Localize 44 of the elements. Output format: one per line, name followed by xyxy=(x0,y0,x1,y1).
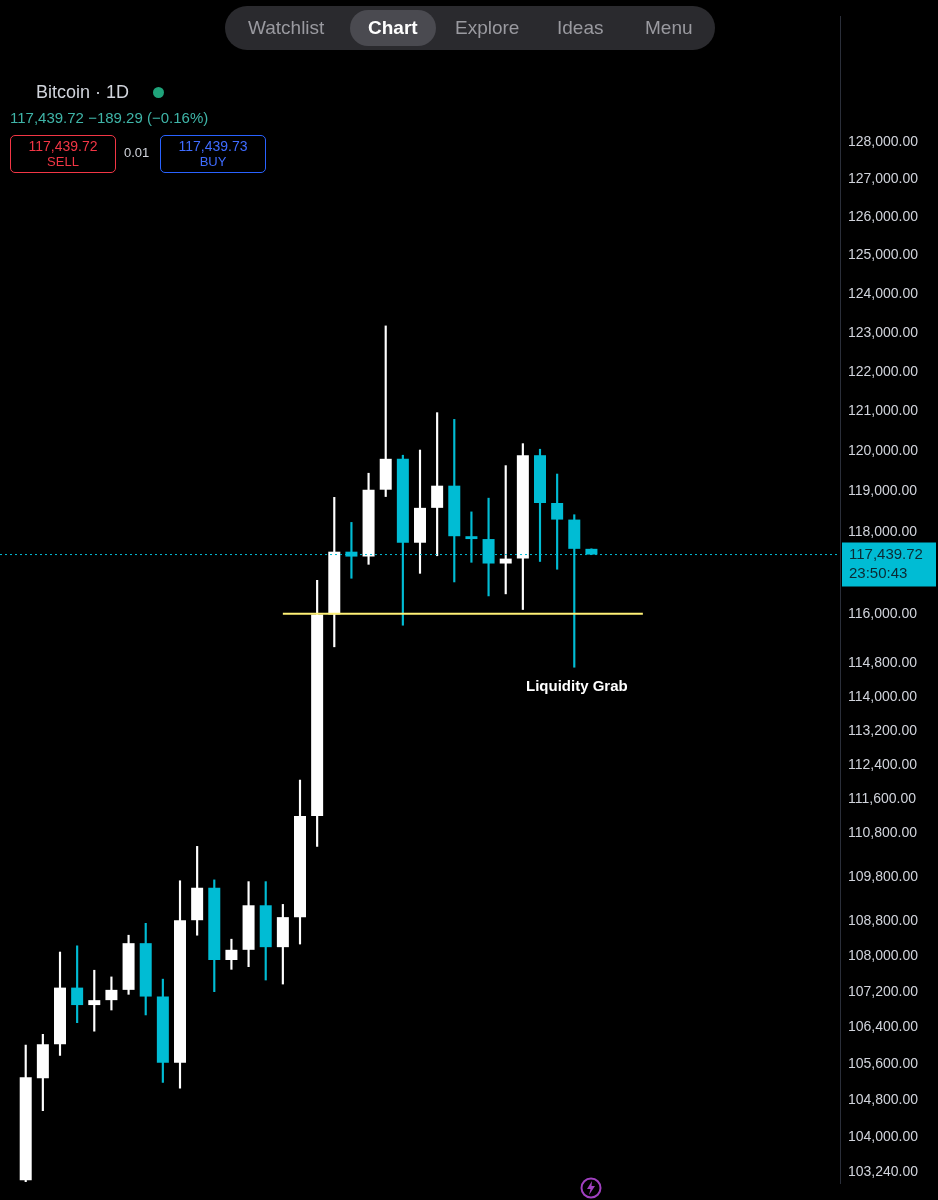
text: 117,439.72 −189.29 (−0.16%) xyxy=(10,109,209,126)
annotation: 117,439.72 xyxy=(27,138,99,154)
y-tick-label: 118,000.00 xyxy=(848,522,918,539)
y-tick-label: 120,000.00 xyxy=(848,442,919,459)
y-tick-label: 126,000.00 xyxy=(848,208,919,225)
annotation: Chart xyxy=(368,17,418,39)
annotation: Ideas xyxy=(557,17,604,39)
text: 23:50:43 xyxy=(849,563,908,581)
candlestick xyxy=(225,938,238,970)
y-tick-label: 127,000.00 xyxy=(848,170,919,187)
y-tick-label: 109,800.00 xyxy=(848,867,919,884)
ref-line-label: 117,439.72 xyxy=(849,544,923,562)
y-tick-label: 128,000.00 xyxy=(848,132,919,149)
annotation: 117,439.73 xyxy=(177,138,249,154)
annotation: Menu xyxy=(645,17,693,39)
y-tick-label: 110,800.00 xyxy=(848,824,918,841)
y-tick-label: 125,000.00 xyxy=(848,246,919,263)
y-tick-label: 107,200.00 xyxy=(848,982,919,999)
y-tick-label: 108,000.00 xyxy=(848,946,919,963)
y-tick-label: 104,000.00 xyxy=(848,1127,919,1144)
y-tick-label: 123,000.00 xyxy=(848,323,919,340)
y-tick-label: 122,000.00 xyxy=(848,362,919,379)
annotation: SELL xyxy=(46,154,80,169)
y-tick-label: 116,000.00 xyxy=(848,604,918,621)
y-tick-label: 124,000.00 xyxy=(848,284,919,301)
y-tick-label: 112,400.00 xyxy=(848,755,918,772)
y-tick-label: 103,240.00 xyxy=(848,1162,919,1179)
y-tick-label: 113,200.00 xyxy=(848,721,918,738)
y-tick-label: 114,800.00 xyxy=(848,654,918,671)
y-tick-label: 111,600.00 xyxy=(848,789,917,806)
y-tick-label: 108,800.00 xyxy=(848,911,919,928)
annotation: BUY xyxy=(198,154,228,169)
text: Bitcoin · 1D xyxy=(36,82,130,103)
annotation: Liquidity Grab xyxy=(526,677,628,694)
annotation: Watchlist xyxy=(248,17,325,39)
y-tick-label: 105,600.00 xyxy=(848,1054,919,1071)
y-tick-label: 104,800.00 xyxy=(848,1090,919,1107)
candlestick xyxy=(105,976,118,1011)
y-tick-label: 114,000.00 xyxy=(848,687,918,704)
y-tick-label: 119,000.00 xyxy=(848,482,918,499)
y-tick-label: 106,400.00 xyxy=(848,1018,919,1035)
annotation: Explore xyxy=(455,17,520,39)
y-tick-label: 121,000.00 xyxy=(848,402,919,419)
annotation: 0.01 xyxy=(124,145,150,160)
